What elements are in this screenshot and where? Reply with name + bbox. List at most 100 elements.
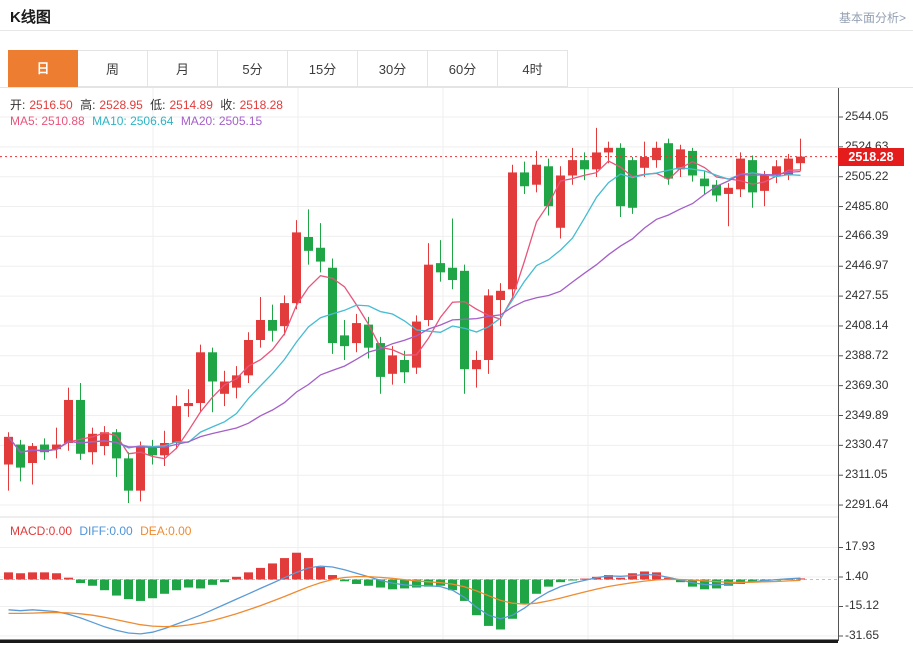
macd-hist-bar [628,573,637,580]
candle-body [268,320,277,331]
candle-body [232,375,241,388]
macd-hist-bar [16,573,25,580]
macd-hist-bar [604,575,613,580]
candle-body [772,166,781,176]
candle-body [448,267,457,281]
candle-body [532,164,541,185]
candle-body [496,290,505,301]
macd-hist-bar [40,572,49,580]
macd-hist-bar [400,579,409,589]
macd-hist-bar [28,572,37,580]
macd-hist-bar [556,579,565,583]
macd-hist-bar [244,572,253,580]
candle-body [472,359,481,370]
macd-hist-bar [316,567,325,580]
candle-body [652,147,661,161]
macd-hist-bar [184,579,193,588]
candle-body [748,160,757,193]
macd-hist-bar [112,579,121,596]
candle-body [292,232,301,304]
macd-hist-bar [460,579,469,601]
candle-body [340,335,349,347]
kline-chart-canvas[interactable] [0,88,913,647]
macd-hist-bar [712,579,721,589]
candle-body [712,184,721,196]
candle-body [124,458,133,491]
macd-hist-bar [796,578,805,580]
macd-hist-bar [748,579,757,583]
tab-15min[interactable]: 15分 [288,50,358,87]
candle-body [592,152,601,170]
candle-body [760,175,769,191]
candle-body [304,236,313,251]
tab-4hour[interactable]: 4时 [498,50,568,87]
candle-body [676,149,685,170]
macd-hist-bar [268,563,277,580]
candle-body [136,446,145,491]
macd-hist-bar [532,579,541,594]
candle-body [724,187,733,194]
candle-body [604,147,613,153]
tab-30min[interactable]: 30分 [358,50,428,87]
candle-body [280,303,289,327]
macd-hist-bar [280,558,289,580]
macd-hist-bar [136,579,145,601]
fundamental-analysis-link[interactable]: 基本面分析> [838,11,906,25]
candle-body [196,352,205,404]
candle-body [64,399,73,444]
current-price-badge: 2518.28 [838,147,904,166]
candle-body [112,432,121,459]
tab-week[interactable]: 周 [78,50,148,87]
macd-hist-bar [520,579,529,605]
macd-hist-bar [52,573,61,580]
candle-body [784,158,793,176]
candle-body [16,444,25,468]
period-tabbar: 日 周 月 5分 15分 30分 60分 4时 [0,50,913,88]
tab-day[interactable]: 日 [8,50,78,87]
macd-hist-bar [256,567,265,580]
tab-5min[interactable]: 5分 [218,50,288,87]
macd-hist-bar [148,579,157,599]
macd-hist-bar [376,579,385,588]
candle-body [388,355,397,374]
macd-hist-bar [352,579,361,584]
macd-hist-bar [580,578,589,580]
macd-hist-bar [424,579,433,587]
candle-body [256,320,265,340]
macd-hist-bar [616,577,625,580]
ma10-line [7,167,801,453]
candle-body [436,263,445,273]
macd-hist-bar [568,579,577,581]
candle-body [184,403,193,407]
dea-line [8,575,801,628]
page-title: K线图 [10,9,51,26]
candle-body [544,166,553,207]
macd-hist-bar [160,579,169,594]
macd-hist-bar [220,579,229,583]
macd-hist-bar [304,558,313,580]
candle-body [100,432,109,447]
macd-hist-bar [484,579,493,626]
macd-hist-bar [172,579,181,591]
macd-hist-bar [676,579,685,583]
candle-body [580,160,589,170]
candle-body [28,446,37,463]
tab-month[interactable]: 月 [148,50,218,87]
candle-body [400,359,409,373]
candle-body [76,399,85,454]
candle-body [568,160,577,176]
candle-body [172,406,181,444]
candle-body [424,264,433,321]
macd-hist-bar [448,579,457,591]
macd-hist-bar [232,576,241,580]
macd-hist-bar [76,579,85,584]
chart-bottom-border [0,639,838,643]
macd-hist-bar [364,579,373,586]
diff-line [8,565,801,635]
candle-body [376,343,385,377]
tab-60min[interactable]: 60分 [428,50,498,87]
candle-body [460,270,469,370]
macd-hist-bar [124,579,133,600]
candle-body [508,172,517,290]
